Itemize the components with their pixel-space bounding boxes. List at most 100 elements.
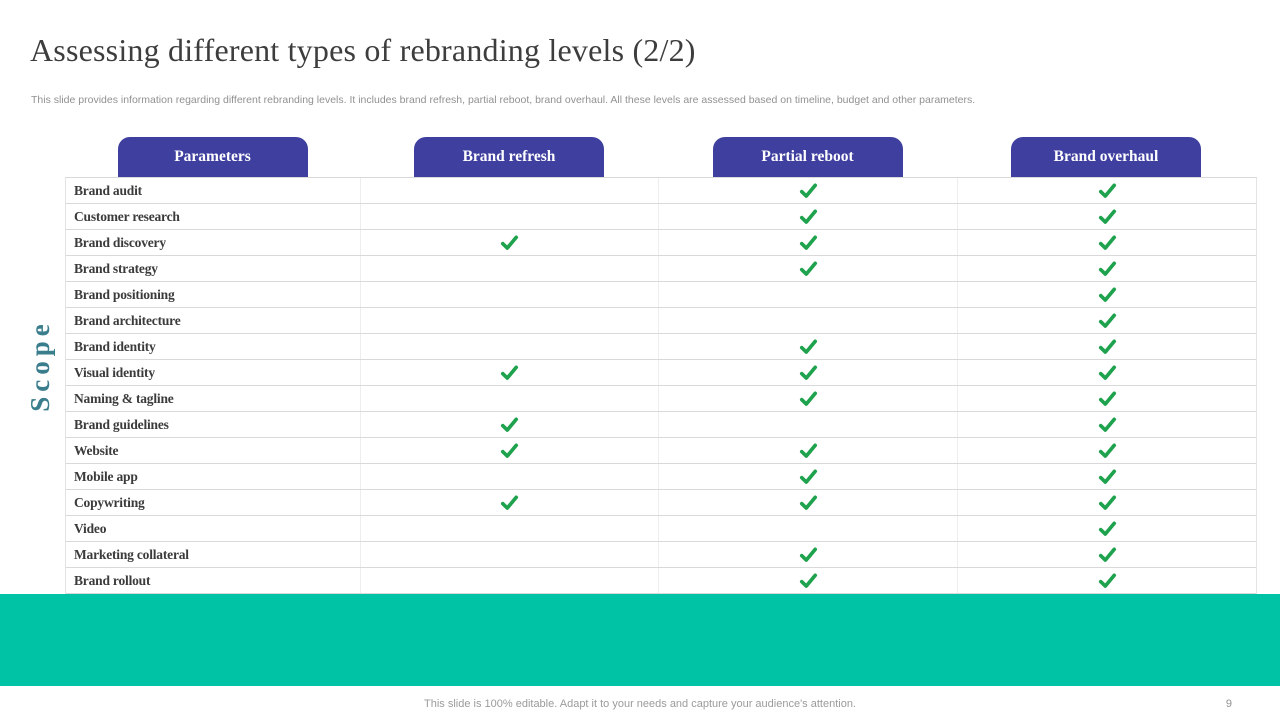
table-row: Video (66, 516, 1256, 542)
check-cell-partial-reboot (659, 282, 958, 307)
row-label: Visual identity (74, 364, 155, 380)
check-cell-partial-reboot (659, 464, 958, 489)
row-label: Brand identity (74, 338, 156, 354)
check-cell-partial-reboot (659, 204, 958, 229)
check-icon (1098, 209, 1116, 224)
check-cell-brand-overhaul (958, 204, 1256, 229)
check-icon (799, 183, 817, 198)
summary-band: Timeline 3-4 months Budget $40,000-$60,0… (0, 594, 1280, 686)
check-icon (799, 573, 817, 588)
check-icon (500, 235, 519, 250)
page-number: 9 (1225, 698, 1232, 710)
check-icon (500, 495, 519, 510)
check-cell-brand-overhaul (958, 542, 1256, 567)
check-cell-brand-overhaul (958, 230, 1256, 255)
check-cell-brand-refresh (361, 178, 659, 203)
check-cell-brand-overhaul (958, 516, 1256, 541)
page-title: Assessing different types of rebranding … (30, 32, 696, 68)
check-icon (1098, 261, 1116, 276)
table-row: Brand discovery (66, 230, 1256, 256)
check-cell-brand-overhaul (958, 464, 1256, 489)
check-icon (1098, 339, 1116, 354)
check-cell-brand-overhaul (958, 178, 1256, 203)
table-row: Customer research (66, 204, 1256, 230)
check-cell-brand-refresh (361, 308, 659, 333)
check-cell-brand-refresh (361, 230, 659, 255)
check-icon (799, 443, 817, 458)
check-cell-partial-reboot (659, 542, 958, 567)
table-row: Brand strategy (66, 256, 1256, 282)
check-cell-partial-reboot (659, 178, 958, 203)
check-icon (1098, 547, 1116, 562)
check-cell-brand-refresh (361, 386, 659, 411)
check-icon (799, 547, 817, 562)
check-icon (1098, 183, 1116, 198)
check-cell-brand-overhaul (958, 412, 1256, 437)
check-icon (1098, 573, 1116, 588)
check-cell-brand-refresh (361, 412, 659, 437)
check-icon (1098, 391, 1116, 406)
table-header-row: Parameters Brand refresh Partial reboot … (65, 137, 1255, 177)
check-cell-brand-overhaul (958, 360, 1256, 385)
check-cell-brand-refresh (361, 464, 659, 489)
check-cell-brand-overhaul (958, 386, 1256, 411)
check-cell-brand-refresh (361, 360, 659, 385)
row-label: Brand discovery (74, 234, 166, 250)
footer-note: This slide is 100% editable. Adapt it to… (424, 698, 856, 710)
check-icon (799, 469, 817, 484)
row-label: Brand guidelines (74, 416, 169, 432)
column-header-brand-overhaul: Brand overhaul (1011, 137, 1201, 177)
table-row: Brand audit (66, 178, 1256, 204)
check-cell-brand-refresh (361, 490, 659, 515)
check-icon (1098, 287, 1116, 302)
check-cell-partial-reboot (659, 360, 958, 385)
table-row: Mobile app (66, 464, 1256, 490)
row-label: Mobile app (74, 468, 138, 484)
table-row: Copywriting (66, 490, 1256, 516)
check-icon (799, 365, 817, 380)
check-icon (1098, 443, 1116, 458)
table-row: Brand identity (66, 334, 1256, 360)
check-cell-brand-refresh (361, 516, 659, 541)
row-label: Brand rollout (74, 572, 151, 588)
row-label: Brand strategy (74, 260, 158, 276)
row-label: Video (74, 520, 107, 536)
check-cell-brand-refresh (361, 334, 659, 359)
check-cell-brand-refresh (361, 568, 659, 593)
check-icon (799, 209, 817, 224)
check-cell-partial-reboot (659, 568, 958, 593)
check-cell-partial-reboot (659, 334, 958, 359)
row-label: Customer research (74, 208, 180, 224)
table-row: Brand guidelines (66, 412, 1256, 438)
table-row: Visual identity (66, 360, 1256, 386)
check-icon (799, 339, 817, 354)
check-cell-brand-refresh (361, 438, 659, 463)
table-row: Brand positioning (66, 282, 1256, 308)
check-icon (500, 443, 519, 458)
slide-subtitle: This slide provides information regardin… (31, 94, 976, 106)
check-cell-partial-reboot (659, 308, 958, 333)
check-cell-partial-reboot (659, 230, 958, 255)
check-cell-partial-reboot (659, 516, 958, 541)
scope-table-body: Brand audit Customer research Brand disc… (65, 177, 1257, 594)
table-row: Brand rollout (66, 568, 1256, 594)
check-icon (500, 417, 519, 432)
table-row: Marketing collateral (66, 542, 1256, 568)
check-icon (1098, 417, 1116, 432)
check-cell-partial-reboot (659, 438, 958, 463)
row-label: Brand architecture (74, 312, 181, 328)
table-row: Brand architecture (66, 308, 1256, 334)
row-label: Marketing collateral (74, 546, 189, 562)
check-cell-brand-overhaul (958, 334, 1256, 359)
column-header-parameters: Parameters (117, 137, 308, 177)
check-cell-partial-reboot (659, 256, 958, 281)
column-header-partial-reboot: Partial reboot (712, 137, 903, 177)
check-cell-brand-overhaul (958, 568, 1256, 593)
scope-axis-label: Scope (16, 280, 64, 450)
row-label: Website (74, 442, 119, 458)
check-icon (799, 495, 817, 510)
check-icon (1098, 313, 1116, 328)
check-cell-brand-overhaul (958, 282, 1256, 307)
row-label: Brand positioning (74, 286, 175, 302)
